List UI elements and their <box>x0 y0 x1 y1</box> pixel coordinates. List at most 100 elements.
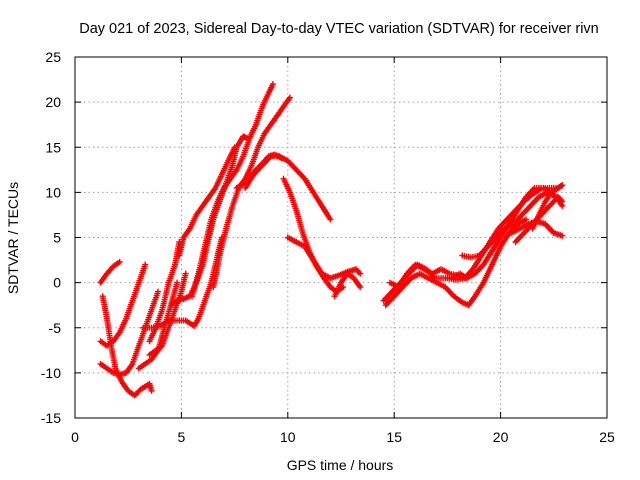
data-point <box>178 254 181 257</box>
data-point <box>414 263 417 266</box>
data-point <box>163 326 166 329</box>
data-point <box>267 155 270 158</box>
chart-title: Day 021 of 2023, Sidereal Day-to-day VTE… <box>79 21 599 37</box>
data-point <box>359 286 361 288</box>
data-point <box>242 182 244 185</box>
data-point <box>352 277 355 279</box>
series-arc-10 <box>176 144 238 259</box>
data-point <box>340 281 342 284</box>
data-point <box>312 191 315 194</box>
y-tick-label: 0 <box>53 275 61 291</box>
data-point <box>287 159 289 162</box>
data-point <box>504 227 506 230</box>
data-point <box>540 187 542 190</box>
data-point <box>478 254 481 257</box>
data-point <box>157 290 159 293</box>
data-point <box>280 157 283 159</box>
series-arc-3 <box>97 261 149 349</box>
data-point <box>544 223 547 225</box>
data-point <box>289 191 291 194</box>
data-point <box>431 272 434 275</box>
data-point <box>499 245 502 248</box>
grid-lines <box>75 57 607 418</box>
data-point <box>167 326 170 329</box>
data-point <box>150 358 153 361</box>
data-point <box>427 277 430 279</box>
data-point <box>295 169 298 171</box>
data-point <box>161 345 164 347</box>
data-point <box>144 363 147 365</box>
data-point <box>214 187 217 189</box>
data-point <box>176 299 178 302</box>
data-point <box>140 388 142 390</box>
data-point <box>514 241 517 243</box>
data-point <box>497 227 500 230</box>
data-point <box>255 169 257 171</box>
data-point <box>423 268 425 270</box>
data-point <box>167 319 170 322</box>
data-point <box>106 317 108 320</box>
data-point <box>506 218 508 221</box>
data-point <box>169 304 172 306</box>
data-point <box>393 295 396 297</box>
series-arc-6 <box>146 239 183 345</box>
data-point <box>161 308 164 311</box>
data-point <box>176 319 178 322</box>
data-point <box>138 367 140 370</box>
data-point <box>514 209 517 212</box>
data-point <box>261 105 264 108</box>
data-point <box>250 164 253 167</box>
data-point <box>338 274 340 277</box>
series-arc-25 <box>529 182 566 232</box>
y-tick-label: -5 <box>49 320 62 336</box>
data-point <box>118 261 121 263</box>
data-point <box>329 218 332 221</box>
y-axis-label: SDTVAR / TECUs <box>5 182 21 294</box>
data-point <box>516 223 519 225</box>
data-point <box>391 290 393 293</box>
data-point <box>212 286 215 288</box>
data-point <box>444 286 447 288</box>
x-tick-labels: 0 5 10 15 20 25 <box>71 429 615 445</box>
series-arc-11 <box>189 81 276 300</box>
data-point <box>204 299 206 302</box>
data-point <box>329 286 332 288</box>
data-point <box>121 381 123 383</box>
data-point <box>201 205 204 207</box>
data-point <box>561 205 564 207</box>
series-arc-8 <box>140 234 225 331</box>
data-point <box>518 227 521 230</box>
series-arc-16 <box>284 234 364 282</box>
data-point <box>457 274 459 277</box>
data-point <box>216 200 219 203</box>
data-point <box>106 272 108 275</box>
data-point <box>106 345 108 347</box>
data-point <box>523 200 525 203</box>
data-point <box>389 281 391 284</box>
data-point <box>304 178 306 180</box>
data-point <box>127 390 129 392</box>
x-tick-label: 15 <box>386 429 402 445</box>
data-point <box>191 295 193 297</box>
data-point <box>208 196 210 198</box>
data-point <box>174 263 176 266</box>
data-point <box>461 254 464 257</box>
data-point <box>150 308 153 311</box>
point-markers <box>97 258 123 286</box>
data-point <box>242 135 244 138</box>
series-arc-22 <box>459 189 566 261</box>
data-point <box>150 390 153 392</box>
data-point <box>125 372 127 374</box>
data-point <box>142 326 144 329</box>
data-point <box>295 241 298 243</box>
data-point <box>531 227 534 230</box>
data-point <box>210 218 212 221</box>
data-point <box>461 301 464 304</box>
data-point <box>435 281 438 284</box>
data-point <box>287 236 289 239</box>
data-point <box>225 227 227 230</box>
series-arc-14 <box>233 151 285 191</box>
data-point <box>561 234 564 237</box>
y-tick-label: 5 <box>53 230 61 246</box>
